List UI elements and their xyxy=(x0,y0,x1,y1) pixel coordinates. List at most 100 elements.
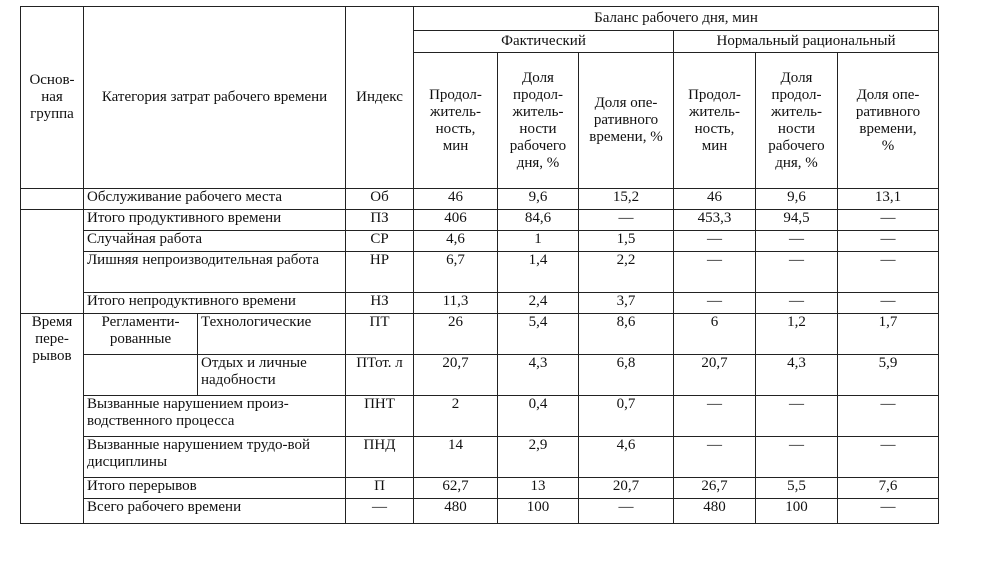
subheader-1: Доля продол- житель- ности рабочего дня,… xyxy=(497,52,579,189)
value-cell: 2,9 xyxy=(497,436,579,478)
value-cell: 5,4 xyxy=(497,313,579,355)
value-cell: 13 xyxy=(497,477,579,499)
value-cell: — xyxy=(837,498,939,524)
value-cell: 14 xyxy=(413,436,498,478)
category-cell: Итого перерывов xyxy=(83,477,346,499)
table-row: Итого непродуктивного времени НЗ 11,3 2,4 3,… xyxy=(21,292,939,314)
value-cell: 7,6 xyxy=(837,477,939,499)
subheader-5: Доля опе- ративного времени, % xyxy=(837,52,939,189)
value-cell: 6,7 xyxy=(413,251,498,293)
value-cell: 406 xyxy=(413,209,498,231)
header-balance: Баланс рабочего дня, мин xyxy=(413,6,939,31)
value-cell: 6 xyxy=(673,313,756,355)
value-cell: 26 xyxy=(413,313,498,355)
value-cell: 11,3 xyxy=(413,292,498,314)
value-cell: — xyxy=(837,395,939,437)
index-cell: СР xyxy=(345,230,414,252)
value-cell: — xyxy=(755,230,838,252)
value-cell: 20,7 xyxy=(578,477,674,499)
value-cell: 94,5 xyxy=(755,209,838,231)
table-row: Отдых и личные надобности ПТот. л 20,7 4,3 6… xyxy=(21,354,939,396)
value-cell: 15,2 xyxy=(578,188,674,210)
value-cell: 3,7 xyxy=(578,292,674,314)
value-cell: — xyxy=(755,251,838,293)
value-cell: — xyxy=(755,395,838,437)
value-cell: 6,8 xyxy=(578,354,674,396)
value-cell: 453,3 xyxy=(673,209,756,231)
table-row: Время пере- рывов Регламенти- рованные Тех… xyxy=(20,313,939,524)
value-cell: 46 xyxy=(673,188,756,210)
value-cell: 20,7 xyxy=(673,354,756,396)
header-actual: Фактический xyxy=(413,30,674,53)
value-cell: 0,7 xyxy=(578,395,674,437)
header-category: Категория затрат рабочего времени xyxy=(83,6,346,189)
value-cell: 1,2 xyxy=(755,313,838,355)
value-cell: 1,4 xyxy=(497,251,579,293)
header-index: Индекс xyxy=(345,6,414,189)
value-cell: 4,6 xyxy=(413,230,498,252)
value-cell: 9,6 xyxy=(497,188,579,210)
index-cell: ПТ xyxy=(345,313,414,355)
value-cell: 2,2 xyxy=(578,251,674,293)
index-cell: ПТот. л xyxy=(345,354,414,396)
value-cell: — xyxy=(673,395,756,437)
category-cell: Случайная работа xyxy=(83,230,346,252)
index-cell: ПЗ xyxy=(345,209,414,231)
subgroup-regulated: Регламенти- рованные xyxy=(83,313,198,355)
value-cell: 2,4 xyxy=(497,292,579,314)
value-cell: 1,7 xyxy=(837,313,939,355)
category-cell: Технологические xyxy=(197,313,346,355)
value-cell: 2 xyxy=(413,395,498,437)
category-cell: Отдых и личные надобности xyxy=(197,354,346,396)
group-cell-empty xyxy=(20,209,84,314)
value-cell: — xyxy=(673,292,756,314)
category-cell: Обслуживание рабочего места xyxy=(83,188,346,210)
subheader-4: Доля продол- житель- ности рабочего дня,… xyxy=(755,52,838,189)
index-cell: П xyxy=(345,477,414,499)
value-cell: 100 xyxy=(497,498,579,524)
subheader-3: Продол- житель- ность, мин xyxy=(673,52,756,189)
index-cell: НЗ xyxy=(345,292,414,314)
table-row: Вызванные нарушением трудо-вой дисциплин… xyxy=(21,436,939,478)
value-cell: 4,6 xyxy=(578,436,674,478)
table-row: Итого продуктивного времени ПЗ 406 84,6—453… xyxy=(20,209,939,314)
table-row: Итого перерывов П 62,7 13 20,7 26,7 5,5 7,6 xyxy=(21,477,939,499)
table-row: Вызванные нарушением произ-водственного … xyxy=(21,395,939,437)
work-time-balance-table: Основ- ная группа Категория затрат рабоч… xyxy=(20,6,939,524)
subheader-2: Доля опе- ративного времени, % xyxy=(578,52,674,189)
value-cell: 480 xyxy=(673,498,756,524)
category-cell: Лишняя непроизводительная работа xyxy=(83,251,346,293)
table-row: Лишняя непроизводительная работа НР 6,7 1,4… xyxy=(21,251,939,293)
value-cell: 5,9 xyxy=(837,354,939,396)
value-cell: — xyxy=(673,230,756,252)
category-cell: Всего рабочего времени xyxy=(83,498,346,524)
value-cell: 5,5 xyxy=(755,477,838,499)
subgroup-cell-empty xyxy=(83,354,198,396)
header-normal: Нормальный рациональный xyxy=(673,30,939,53)
table-row: Обслуживание рабочего места Об 46 9,6 15,2 46… xyxy=(20,188,939,210)
index-cell: НР xyxy=(345,251,414,293)
subheader-0: Продол- житель- ность, мин xyxy=(413,52,498,189)
value-cell: 1 xyxy=(497,230,579,252)
value-cell: — xyxy=(673,436,756,478)
value-cell: — xyxy=(755,436,838,478)
value-cell: 8,6 xyxy=(578,313,674,355)
value-cell: 13,1 xyxy=(837,188,939,210)
value-cell: 4,3 xyxy=(497,354,579,396)
table-row: Случайная работа СР 4,6 1 1,5— — — xyxy=(21,230,939,252)
value-cell: — xyxy=(837,292,939,314)
value-cell: 84,6 xyxy=(497,209,579,231)
group-cell-empty xyxy=(20,188,84,210)
category-cell: Итого продуктивного времени xyxy=(83,209,346,231)
index-cell: ПНД xyxy=(345,436,414,478)
index-cell: Об xyxy=(345,188,414,210)
value-cell: — xyxy=(837,436,939,478)
value-cell: 62,7 xyxy=(413,477,498,499)
category-cell: Итого непродуктивного времени xyxy=(83,292,346,314)
value-cell: — xyxy=(837,230,939,252)
value-cell: 480 xyxy=(413,498,498,524)
value-cell: 46 xyxy=(413,188,498,210)
category-cell: Вызванные нарушением трудо-вой дисциплин… xyxy=(83,436,346,478)
group-breaks: Время пере- рывов xyxy=(20,313,84,524)
value-cell: — xyxy=(673,251,756,293)
